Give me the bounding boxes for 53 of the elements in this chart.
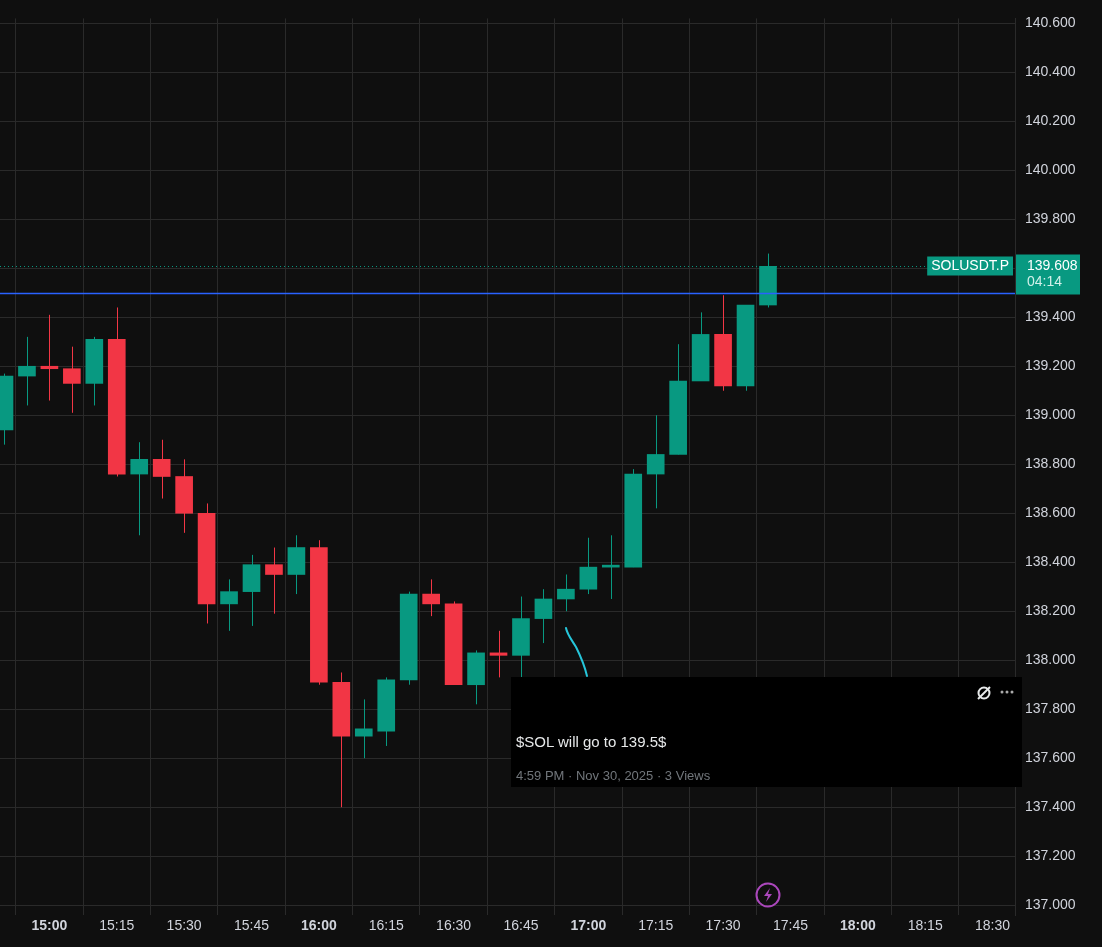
candlestick — [422, 578, 440, 617]
candlestick — [220, 578, 238, 632]
candlestick — [579, 537, 598, 595]
candlestick — [130, 441, 149, 536]
y-tick-label: 137.400 — [1025, 798, 1076, 815]
candlestick — [63, 346, 81, 414]
x-tick-label: 16:15 — [368, 917, 404, 934]
candlestick — [534, 588, 553, 644]
candlestick — [489, 630, 508, 678]
x-tick-label: 16:30 — [436, 917, 472, 934]
y-tick-label: 139.200 — [1025, 357, 1076, 374]
candlestick — [265, 547, 283, 615]
x-tick-label: 15:15 — [99, 917, 135, 934]
y-tick-label: 137.600 — [1025, 749, 1076, 766]
y-tick-label: 138.800 — [1025, 455, 1076, 472]
x-tick-label: 18:30 — [975, 917, 1011, 934]
candlestick — [557, 573, 575, 612]
y-tick-label: 137.200 — [1025, 847, 1076, 864]
x-tick-label: 17:45 — [772, 917, 809, 934]
y-tick-label: 140.200 — [1025, 112, 1076, 129]
y-tick-label: 140.600 — [1025, 14, 1076, 31]
y-tick-label: 139.400 — [1025, 308, 1076, 325]
y-tick-label: 139.800 — [1025, 210, 1076, 227]
text: 139.608 — [1027, 257, 1078, 274]
annotation: 4:59 PM · Nov 30, 2025 · 3 Views — [516, 768, 711, 783]
x-tick-label: 15:30 — [166, 917, 202, 934]
x-tick-label: 15:45 — [233, 917, 270, 934]
candlestick — [18, 336, 36, 406]
x-tick-label: 17:00 — [570, 917, 607, 934]
y-tick-label: 137.800 — [1025, 700, 1076, 717]
x-tick-label: 17:15 — [638, 917, 674, 934]
y-tick-label: 140.400 — [1025, 63, 1076, 80]
x-tick-label: 18:00 — [839, 917, 876, 934]
candlestick — [354, 698, 373, 759]
y-tick-label: 139.000 — [1025, 406, 1076, 423]
candlestick — [152, 439, 171, 500]
x-tick-label: 18:15 — [907, 917, 943, 934]
y-tick-label: 140.000 — [1025, 161, 1076, 178]
x-tick-label: 15:00 — [31, 917, 68, 934]
y-tick-label: 137.000 — [1025, 896, 1076, 913]
ref-line-label: SOLUSDT.P — [931, 257, 1010, 274]
y-tick-label: 138.000 — [1025, 651, 1076, 668]
text: 04:14 — [1027, 273, 1063, 290]
x-tick-label: 16:00 — [300, 917, 337, 934]
x-tick-label: 17:30 — [705, 917, 741, 934]
y-tick-label: 138.600 — [1025, 504, 1076, 521]
y-tick-label: 138.200 — [1025, 602, 1076, 619]
post-card: $SOL will go to 139.5$ 4:59 PM · Nov 30, 2025 · 3 Views — [511, 677, 1022, 787]
candlestick — [646, 414, 665, 509]
annotation: $SOL will go to 139.5$ — [516, 733, 667, 750]
candlestick — [40, 314, 59, 402]
y-tick-label: 138.400 — [1025, 553, 1076, 570]
x-tick-label: 16:45 — [503, 917, 539, 934]
